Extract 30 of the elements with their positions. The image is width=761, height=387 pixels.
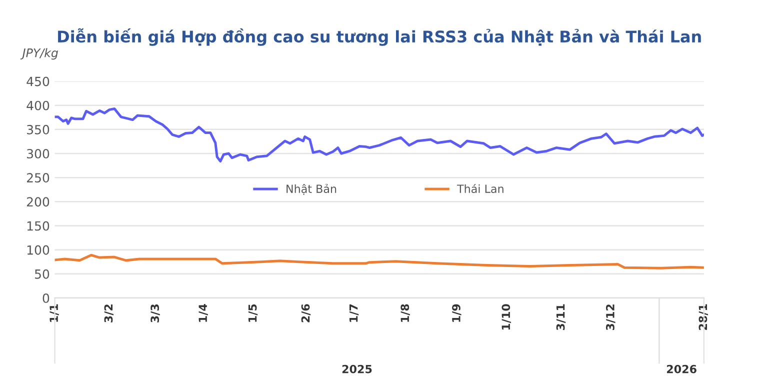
y-tick-label: 450 [26, 76, 50, 86]
x-tick-label: 1/4 [198, 304, 208, 322]
x-tick-label: 3/2 [104, 304, 114, 322]
line-series [54, 107, 704, 162]
y-tick-label: 300 [27, 148, 50, 158]
y-axis-title: JPY/kg [20, 48, 58, 60]
y-tick-label: 0 [42, 293, 50, 303]
y-tick-label: 250 [26, 173, 50, 183]
legend-label: Nhật Bản [286, 184, 336, 195]
y-tick-label: 100 [27, 245, 50, 255]
line-series [54, 254, 704, 270]
text: 2025 [342, 364, 372, 374]
x-tick-label: 3/11 [556, 304, 566, 330]
x-tick-label: 1/10 [502, 304, 511, 330]
x-tick-label: 1/8 [400, 304, 410, 322]
x-tick-label: 1/9 [452, 304, 462, 322]
chart-title: Diễn biến giá Hợp đồng cao su tương lai RSS3 của Nhật Bản và Thái Lan [58, 28, 701, 46]
x-tick-label: 2/6 [301, 304, 311, 322]
y-tick-label: 50 [34, 269, 50, 279]
x-tick-label: 1/5 [248, 304, 258, 322]
y-tick-label: 350 [27, 124, 50, 134]
text: 2026 [666, 364, 696, 374]
x-tick-label: 1/1 [50, 304, 59, 322]
y-tick-label: 400 [26, 100, 50, 110]
x-tick-label: 3/12 [606, 304, 616, 330]
legend-label: Thái Lan [456, 184, 504, 193]
y-tick-label: 150 [27, 221, 50, 231]
x-tick-label: 3/3 [150, 304, 160, 322]
y-tick-label: 200 [26, 197, 50, 207]
x-tick-label: 1/7 [349, 304, 359, 322]
